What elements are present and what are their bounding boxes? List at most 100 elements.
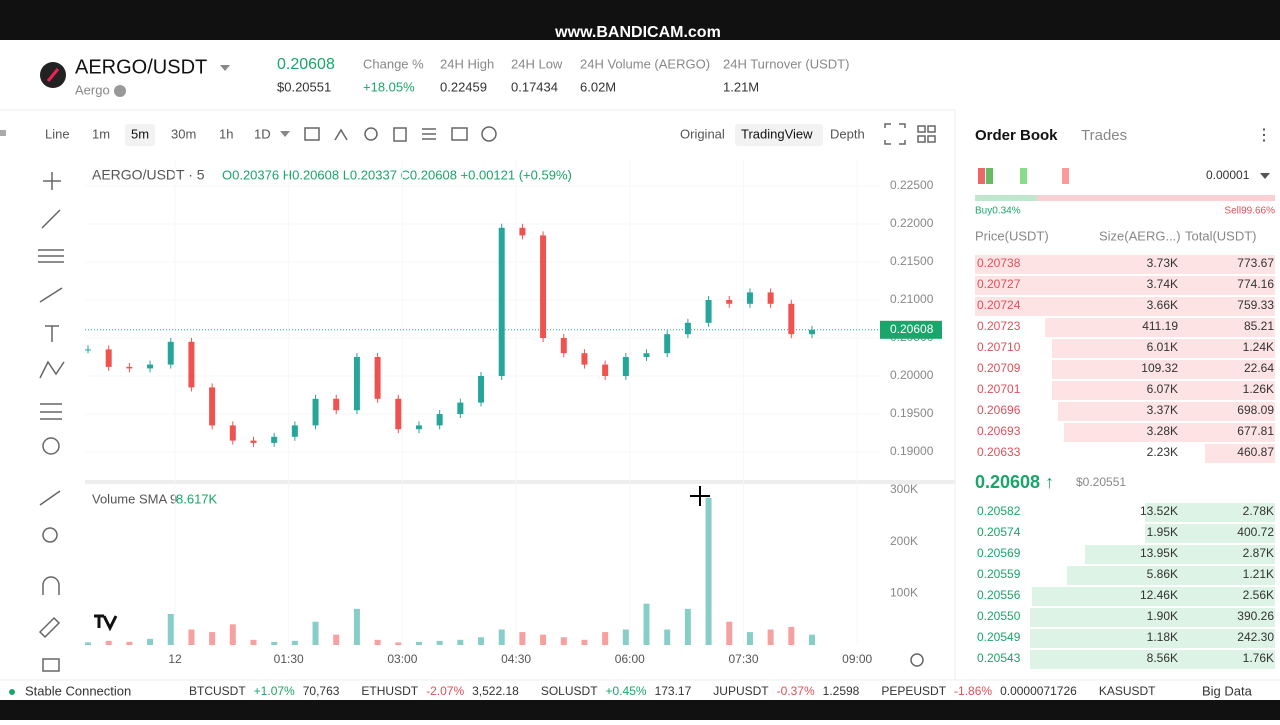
volume-bar — [726, 621, 733, 645]
precision[interactable]: 0.00001 — [1206, 168, 1250, 182]
candle — [581, 353, 588, 365]
interval[interactable]: 1D — [254, 126, 271, 141]
recorder-bar — [0, 0, 1280, 40]
book-price: 0.20727 — [977, 277, 1021, 291]
ticker-symbol[interactable]: SOLUSDT — [541, 684, 598, 698]
info-icon[interactable] — [114, 85, 126, 97]
candle — [147, 364, 154, 369]
depth-bar — [1064, 423, 1275, 442]
book-size: 3.73K — [1147, 256, 1178, 270]
book-column: Price(USDT) — [975, 228, 1049, 243]
y-tick-label: 0.22000 — [890, 216, 934, 230]
ticker-symbol[interactable]: ETHUSDT — [361, 684, 418, 698]
book-total: 1.24K — [1243, 340, 1274, 354]
recorder-bottom — [0, 700, 1280, 720]
candle — [415, 425, 422, 430]
stat-value: 6.02M — [580, 79, 616, 94]
depth-bar — [1085, 545, 1275, 564]
book-size: 12.46K — [1140, 588, 1178, 602]
book-price: 0.20569 — [977, 546, 1021, 560]
candle — [560, 338, 567, 354]
book-size: 13.52K — [1140, 504, 1178, 518]
price-tag-label: 0.20608 — [890, 322, 934, 336]
book-total: 677.81 — [1237, 424, 1274, 438]
candle — [333, 398, 340, 411]
book-size: 5.86K — [1147, 567, 1178, 581]
depth-bar — [1067, 566, 1275, 585]
volume-bar — [229, 624, 236, 645]
book-size: 3.28K — [1147, 424, 1178, 438]
volume-bar — [705, 497, 712, 645]
candle — [478, 376, 485, 403]
view-tab[interactable]: Original — [680, 126, 725, 141]
ticker-symbol[interactable]: JUPUSDT — [713, 684, 769, 698]
book-tab[interactable]: Trades — [1081, 127, 1127, 144]
mid-price: 0.20608 ↑ — [975, 472, 1054, 492]
book-total: 390.26 — [1237, 609, 1274, 623]
book-total: 85.21 — [1244, 319, 1274, 333]
chart-legend: AERGO/USDT · 5 — [92, 167, 205, 183]
symbol[interactable]: AERGO/USDT — [75, 56, 207, 78]
stat-label: 24H Turnover (USDT) — [723, 56, 849, 71]
stat-value: 1.21M — [723, 79, 759, 94]
x-tick-label: 09:00 — [842, 652, 872, 666]
book-size: 6.01K — [1147, 340, 1178, 354]
volume-bar — [415, 641, 422, 645]
big-data[interactable]: Big Data — [1202, 683, 1253, 698]
depth-bar — [975, 297, 1275, 316]
side-handle — [0, 130, 6, 136]
book-price: 0.20710 — [977, 340, 1021, 354]
book-total: 774.16 — [1237, 277, 1274, 291]
mid-usd: $0.20551 — [1076, 475, 1126, 489]
volume-bar — [147, 638, 154, 645]
candle — [436, 414, 443, 426]
dropdown[interactable] — [280, 131, 290, 137]
view-active — [735, 124, 823, 146]
dropdown[interactable] — [1260, 173, 1270, 179]
stat-label: 24H Volume (AERGO) — [580, 56, 710, 71]
volume-bar — [622, 629, 629, 645]
book-mode-icons[interactable] — [978, 168, 1069, 184]
dropdown[interactable] — [220, 65, 230, 71]
menu-dots[interactable]: ⋮ — [1256, 127, 1272, 144]
interval[interactable]: 30m — [171, 126, 196, 141]
book-total: 773.67 — [1237, 256, 1274, 270]
ticker-symbol[interactable]: KASUSDT — [1099, 684, 1156, 698]
candle — [809, 329, 815, 335]
x-tick-label: 01:30 — [274, 652, 304, 666]
y-tick-label: 0.20000 — [890, 368, 934, 382]
interval-active — [125, 124, 155, 146]
interval[interactable]: Line — [45, 126, 70, 141]
volume-bar — [374, 639, 381, 645]
y-tick-label: 0.22500 — [890, 178, 934, 192]
volume-bar — [271, 641, 278, 645]
candle — [519, 227, 526, 236]
buy-bar — [975, 195, 1037, 201]
book-tab[interactable]: Order Book — [975, 127, 1058, 144]
candle — [85, 349, 91, 351]
tv-logo — [94, 614, 118, 632]
view-tab[interactable]: Depth — [830, 126, 865, 141]
volume-bar — [540, 634, 547, 645]
interval[interactable]: 1h — [219, 126, 233, 141]
book-size: 6.07K — [1147, 382, 1178, 396]
book-price: 0.20696 — [977, 403, 1021, 417]
book-size: 8.56K — [1147, 651, 1178, 665]
y-tick-label: 0.21500 — [890, 254, 934, 268]
view-tab[interactable]: TradingView — [741, 126, 813, 141]
interval[interactable]: 5m — [131, 126, 149, 141]
candle — [250, 440, 257, 443]
volume-bar — [436, 640, 443, 645]
sell-ratio: Sell99.66% — [1224, 206, 1275, 217]
toolbar-icons[interactable] — [38, 123, 936, 672]
ticker-symbol[interactable]: BTCUSDT — [189, 684, 246, 698]
x-tick-label: 12 — [168, 652, 182, 666]
book-size: 109.32 — [1141, 361, 1178, 375]
ticker-change: -2.07% — [426, 684, 464, 698]
interval[interactable]: 1m — [92, 126, 110, 141]
volume-tick-label: 300K — [890, 482, 918, 496]
ticker-symbol[interactable]: PEPEUSDT — [881, 684, 946, 698]
book-price: 0.20693 — [977, 424, 1021, 438]
stat-value: 0.17434 — [511, 79, 558, 94]
